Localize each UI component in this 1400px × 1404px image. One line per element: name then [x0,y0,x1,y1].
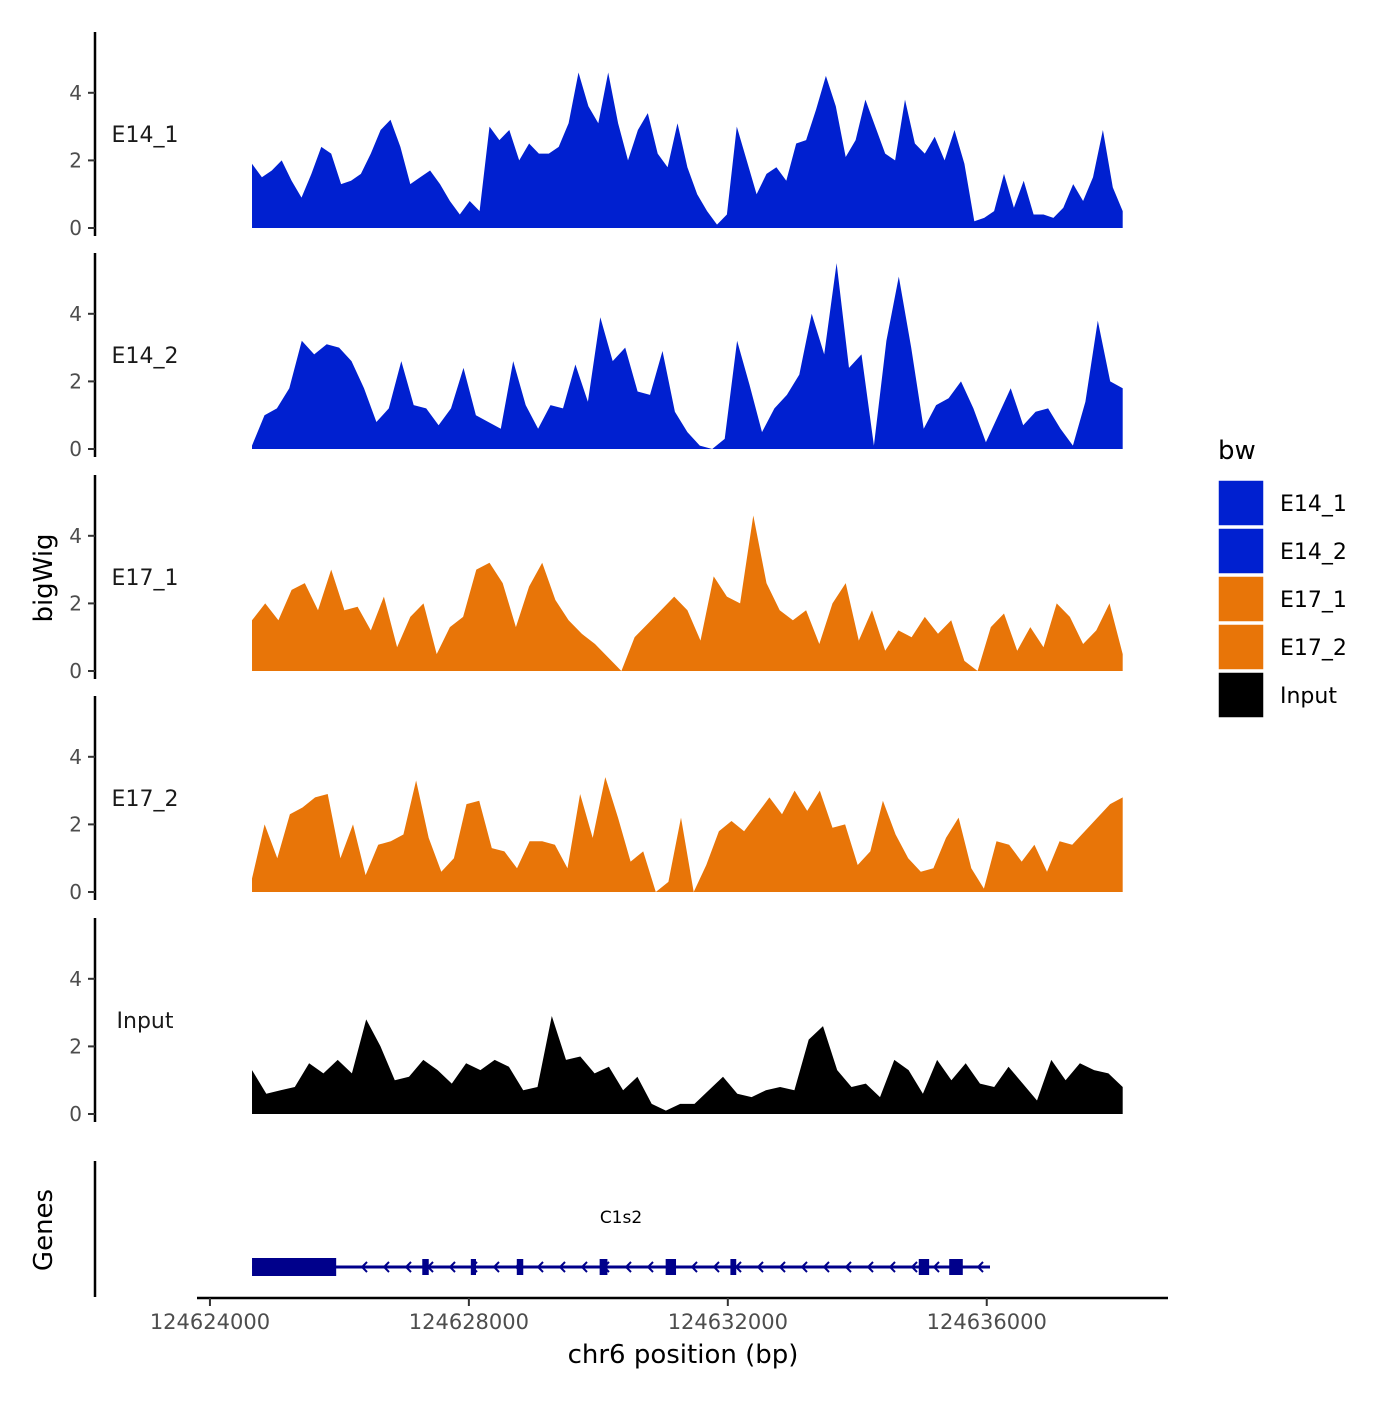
strand-arrow [888,1261,896,1273]
y-tick-label: 2 [69,812,82,836]
y-tick-label: 0 [69,659,82,683]
track-E14_2: 0 2 4 E14_2 [69,253,1123,461]
legend-label-E14_2: E14_2 [1280,540,1347,565]
legend-key-E14_1 [1217,479,1265,527]
x-tick-label: 124636000 [927,1310,1047,1334]
legend: bw E14_1 E14_2 E17_1 E17_2 Input [1217,436,1347,719]
strand-arrow [646,1261,654,1273]
legend-label-E14_1: E14_1 [1280,492,1347,517]
y-tick-label: 0 [69,437,82,461]
y-tick-label: 0 [69,880,82,904]
signal-area-E14_2 [252,263,1123,449]
y-tick-label: 0 [69,216,82,240]
gene-exon [665,1259,677,1275]
gene-exon [599,1259,608,1275]
y-axis-title: bigWig [29,533,59,622]
strand-arrow [404,1261,412,1273]
gene-exon [949,1259,963,1275]
strand-arrow [624,1261,632,1273]
y-tick-label: 2 [69,1034,82,1058]
y-tick-label: 2 [69,591,82,615]
y-tick-label: 0 [69,1102,82,1126]
gene-exon [422,1259,429,1275]
track-E17_1: 0 2 4 E17_1 [69,475,1123,683]
strand-arrow [778,1261,786,1273]
track-label-E14_1: E14_1 [112,123,179,148]
strand-arrows [360,1261,984,1273]
gene-exon [252,1258,337,1276]
strand-arrow [844,1261,852,1273]
strand-arrow [800,1261,808,1273]
track-E14_1: 0 2 4 E14_1 [69,32,1123,240]
strand-arrow [558,1261,566,1273]
signal-tracks: 0 2 4 E14_1 0 2 4 E14_2 0 2 4 E17_1 0 2 4 E17_2 0 2 4 Input [69,32,1123,1126]
y-tick-label: 4 [69,524,82,548]
x-axis-title: chr6 position (bp) [568,1340,799,1370]
strand-arrow [360,1261,368,1273]
strand-arrow [822,1261,830,1273]
legend-label-Input: Input [1280,684,1337,709]
signal-area-E17_1 [252,515,1123,671]
strand-arrow [690,1261,698,1273]
genes-track: C1s2 [93,1161,990,1297]
gene-exon [516,1259,524,1275]
x-tick-label: 124632000 [668,1310,788,1334]
strand-arrow [382,1261,390,1273]
track-Input: 0 2 4 Input [69,918,1123,1126]
x-axis: 124624000 124628000 124632000 124636000 [150,1296,1168,1334]
track-label-E17_2: E17_2 [112,787,179,812]
y-tick-label: 4 [69,302,82,326]
signal-area-Input [252,1016,1123,1114]
strand-arrow [976,1261,984,1273]
strand-arrow [756,1261,764,1273]
legend-key-E17_2 [1217,623,1265,671]
strand-arrow [866,1261,874,1273]
y-tick-label: 4 [69,81,82,105]
gene-name-label: C1s2 [600,1208,642,1228]
x-tick-label: 124624000 [150,1310,270,1334]
x-tick-label: 124628000 [409,1310,529,1334]
gene-exon [470,1259,477,1275]
genes-axis-title: Genes [29,1189,59,1271]
legend-key-Input [1217,671,1265,719]
track-label-E17_1: E17_1 [112,566,179,591]
y-tick-label: 4 [69,745,82,769]
y-tick-label: 4 [69,967,82,991]
gene-exon [730,1259,737,1275]
strand-arrow [492,1261,500,1273]
legend-key-E17_1 [1217,575,1265,623]
legend-label-E17_2: E17_2 [1280,636,1347,661]
track-label-Input: Input [117,1009,174,1034]
gene-exon [918,1259,930,1275]
strand-arrow [580,1261,588,1273]
strand-arrow [712,1261,720,1273]
legend-title: bw [1218,436,1256,466]
track-E17_2: 0 2 4 E17_2 [69,696,1123,904]
strand-arrow [448,1261,456,1273]
signal-area-E14_1 [252,72,1123,228]
legend-key-E14_2 [1217,527,1265,575]
y-tick-label: 2 [69,369,82,393]
legend-label-E17_1: E17_1 [1280,588,1347,613]
strand-arrow [932,1261,940,1273]
strand-arrow [910,1261,918,1273]
signal-area-E17_2 [252,777,1123,892]
strand-arrow [536,1261,544,1273]
y-tick-label: 2 [69,148,82,172]
track-label-E14_2: E14_2 [112,344,179,369]
